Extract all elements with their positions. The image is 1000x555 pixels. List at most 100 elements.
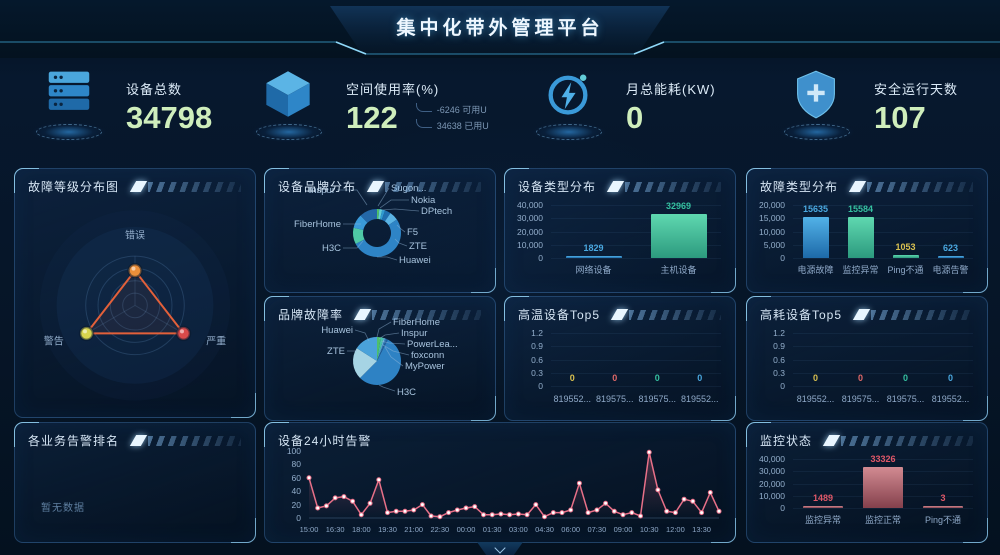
slice-label: Huawei bbox=[321, 325, 353, 336]
x-axis-tick: 07:30 bbox=[587, 525, 607, 534]
header-stripes-lead bbox=[848, 181, 867, 192]
gridline bbox=[793, 244, 973, 246]
header-stripes-lead bbox=[610, 309, 629, 320]
panel-title: 故障等级分布图 bbox=[28, 180, 120, 194]
x-axis-tick: 03:00 bbox=[508, 525, 528, 534]
category-label: 监控正常 bbox=[864, 515, 902, 525]
y-axis-tick: 0 bbox=[780, 253, 785, 263]
kpi-safe-days: 安全运行天数 107 bbox=[776, 68, 958, 144]
x-axis-tick: 01:30 bbox=[482, 525, 502, 534]
radar-axis-label: 警告 bbox=[43, 336, 64, 348]
bar bbox=[802, 216, 829, 258]
y-axis-tick: 0 bbox=[538, 381, 543, 391]
slice-label: PowerLea... bbox=[407, 339, 458, 350]
app-header: 集中化带外管理平台 bbox=[0, 0, 1000, 58]
slice-label: FiberHome bbox=[294, 219, 341, 230]
gridline bbox=[551, 218, 721, 220]
header-stripes-lead bbox=[129, 181, 148, 192]
slice-label: ZTE bbox=[327, 346, 345, 357]
category-label: 819552... bbox=[680, 394, 719, 404]
gridline bbox=[551, 205, 721, 206]
y-axis-tick: 60 bbox=[291, 472, 301, 483]
slice-label: MyPower bbox=[405, 361, 445, 372]
power-icon bbox=[528, 68, 610, 144]
gridline bbox=[793, 359, 973, 361]
y-axis-tick: 0.9 bbox=[773, 341, 785, 352]
panel-title: 设备类型分布 bbox=[518, 180, 597, 194]
y-axis-tick: 20,000 bbox=[517, 226, 543, 237]
gridline bbox=[551, 258, 721, 259]
category-label: 819575... bbox=[841, 394, 880, 404]
header-stripes bbox=[385, 181, 481, 192]
slice-label: Nokia bbox=[411, 195, 436, 206]
header-stripes bbox=[372, 309, 481, 320]
y-axis-tick: 30,000 bbox=[759, 466, 785, 477]
bracket-decoration bbox=[415, 118, 432, 128]
slice-label: DPtech bbox=[421, 206, 453, 217]
monitor-status-bar-chart: 0 10,000 20,000 30,000 40,000 1489 监控异常 33326 监控… bbox=[747, 423, 987, 542]
slice-label: Inspur bbox=[401, 328, 428, 339]
panel-header: 各业务告警排名 bbox=[15, 423, 255, 449]
icon-pedestal bbox=[780, 122, 854, 142]
y-axis-tick: 40,000 bbox=[759, 454, 785, 464]
bar-value-label: 0 bbox=[569, 373, 575, 383]
x-axis-tick: 09:00 bbox=[613, 525, 633, 534]
gridline bbox=[551, 231, 721, 233]
page-title: 集中化带外管理平台 bbox=[396, 18, 604, 39]
x-axis-tick: 22:30 bbox=[430, 525, 450, 534]
kpi-monthly-energy: 月总能耗(KW) 0 bbox=[528, 68, 716, 144]
x-axis-tick: 18:00 bbox=[351, 525, 371, 534]
y-axis-tick: 15,000 bbox=[759, 213, 785, 224]
panel-header: 品牌故障率 bbox=[265, 297, 495, 323]
panel-title: 高耗设备Top5 bbox=[760, 308, 843, 322]
category-label: Ping不通 bbox=[887, 265, 924, 275]
panel-24h-alarms: 设备24小时告警 0 20 40 60 80 100 15:00 16:30 18:00 19:3… bbox=[264, 422, 736, 543]
bar-value-label: 15635 bbox=[802, 203, 829, 214]
panel-header: 故障类型分布 bbox=[747, 169, 987, 195]
panel-header: 设备24小时告警 bbox=[265, 423, 735, 449]
bar bbox=[937, 256, 964, 258]
x-axis-tick: 04:30 bbox=[535, 525, 554, 534]
kpi-value: 107 bbox=[874, 100, 926, 135]
slice-label: FiberHome bbox=[393, 317, 440, 328]
bar-value-label: 1489 bbox=[812, 493, 834, 503]
bar-value-label: 3 bbox=[940, 493, 946, 503]
category-label: 电源故障 bbox=[797, 265, 834, 275]
panel-header: 设备类型分布 bbox=[505, 169, 735, 195]
bottom-expander-tab[interactable] bbox=[477, 542, 523, 555]
category-label: 电源告警 bbox=[932, 265, 969, 275]
y-axis-tick: 20 bbox=[291, 499, 301, 510]
panel-header: 高耗设备Top5 bbox=[747, 297, 987, 323]
category-label: 网络设备 bbox=[575, 265, 612, 275]
gridline bbox=[793, 459, 973, 460]
fault-type-bar-chart: 0 5,000 10,000 15,000 20,000 15635 电源故障 15584 监控… bbox=[747, 169, 987, 292]
x-axis-tick: 13:30 bbox=[692, 525, 711, 534]
kpi-value: 122 bbox=[346, 100, 398, 135]
fault-level-radar-chart: 错误 严重 警告 bbox=[15, 169, 255, 417]
slice-label: H3C bbox=[397, 387, 417, 398]
gridline bbox=[793, 508, 973, 509]
bar bbox=[863, 467, 903, 508]
panel-high-power-top5: 高耗设备Top5 0 0.3 0.6 0.9 1.2 0 819552... 0 819575.… bbox=[746, 296, 988, 421]
category-label: 监控异常 bbox=[804, 515, 842, 525]
gridline bbox=[551, 359, 721, 361]
header-stripes bbox=[871, 309, 973, 320]
kpi-device-total: 设备总数 34798 bbox=[28, 68, 212, 144]
panel-title: 监控状态 bbox=[760, 434, 813, 448]
y-axis-tick: 0.3 bbox=[773, 367, 785, 378]
y-axis-tick: 1.2 bbox=[531, 328, 543, 338]
category-label: 主机设备 bbox=[660, 265, 697, 275]
gridline bbox=[793, 218, 973, 220]
bar-value-label: 0 bbox=[697, 373, 703, 383]
header-stripes-lead bbox=[852, 309, 871, 320]
gridline bbox=[793, 258, 973, 259]
icon-pedestal bbox=[252, 122, 326, 142]
no-data-text: 暂无数据 bbox=[41, 503, 85, 514]
high-temp-bar-chart: 0 0.3 0.6 0.9 1.2 0 819552... 0 819575... 0 819575… bbox=[505, 297, 735, 420]
y-axis-tick: 100 bbox=[286, 446, 301, 456]
bar-value-label: 0 bbox=[947, 373, 954, 383]
cube-icon bbox=[248, 68, 330, 144]
x-axis-tick: 00:00 bbox=[456, 525, 476, 534]
y-axis-tick: 1.2 bbox=[773, 328, 785, 338]
bar-value-label: 0 bbox=[902, 373, 909, 383]
